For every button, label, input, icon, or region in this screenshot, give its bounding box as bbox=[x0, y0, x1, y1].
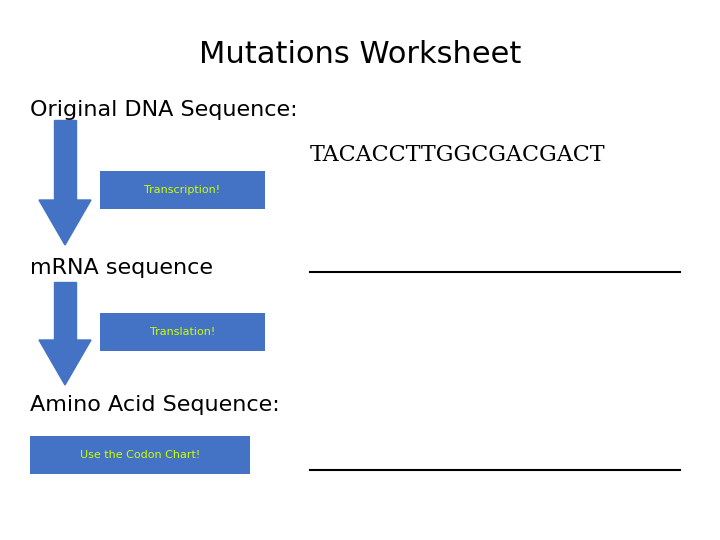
Text: Amino Acid Sequence:: Amino Acid Sequence: bbox=[30, 395, 280, 415]
Polygon shape bbox=[39, 340, 91, 385]
Polygon shape bbox=[39, 200, 91, 245]
Text: Use the Codon Chart!: Use the Codon Chart! bbox=[80, 450, 200, 460]
Text: Original DNA Sequence:: Original DNA Sequence: bbox=[30, 100, 297, 120]
FancyBboxPatch shape bbox=[100, 171, 265, 209]
Polygon shape bbox=[54, 282, 76, 340]
Text: Mutations Worksheet: Mutations Worksheet bbox=[199, 40, 521, 69]
FancyBboxPatch shape bbox=[100, 313, 265, 351]
Text: TACACCTTGGCGACGACT: TACACCTTGGCGACGACT bbox=[310, 144, 606, 166]
Text: Translation!: Translation! bbox=[150, 327, 215, 337]
Text: Transcription!: Transcription! bbox=[145, 185, 220, 195]
FancyBboxPatch shape bbox=[30, 436, 250, 474]
Polygon shape bbox=[54, 120, 76, 200]
Text: mRNA sequence: mRNA sequence bbox=[30, 258, 213, 278]
